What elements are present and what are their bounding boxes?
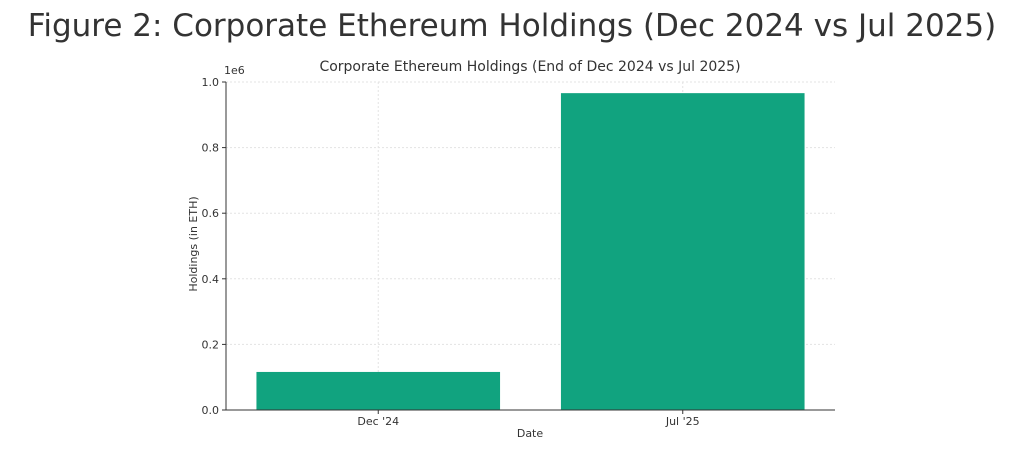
x-tick-label: Dec '24 (357, 415, 399, 428)
bar (560, 93, 805, 410)
y-tick-label: 0.0 (202, 404, 220, 417)
y-tick-label: 0.6 (202, 207, 220, 220)
y-axis-label: Holdings (in ETH) (187, 196, 200, 291)
chart-title: Corporate Ethereum Holdings (End of Dec … (319, 59, 740, 75)
y-tick-label: 0.8 (202, 142, 220, 155)
y-tick-label: 0.2 (202, 338, 220, 351)
y-tick-label: 0.4 (202, 273, 220, 286)
bars (256, 93, 805, 410)
tick-labels: 0.0 0.2 0.4 0.6 0.8 1.0 Dec '24 Jul '25 (202, 76, 700, 428)
y-scale-label: 1e6 (224, 64, 245, 77)
x-axis-label: Date (517, 427, 544, 440)
y-tick-label: 1.0 (202, 76, 220, 89)
x-tick-label: Jul '25 (665, 415, 700, 428)
axes (222, 81, 835, 414)
figure-title: Figure 2: Corporate Ethereum Holdings (D… (27, 8, 997, 44)
bar (256, 371, 501, 410)
